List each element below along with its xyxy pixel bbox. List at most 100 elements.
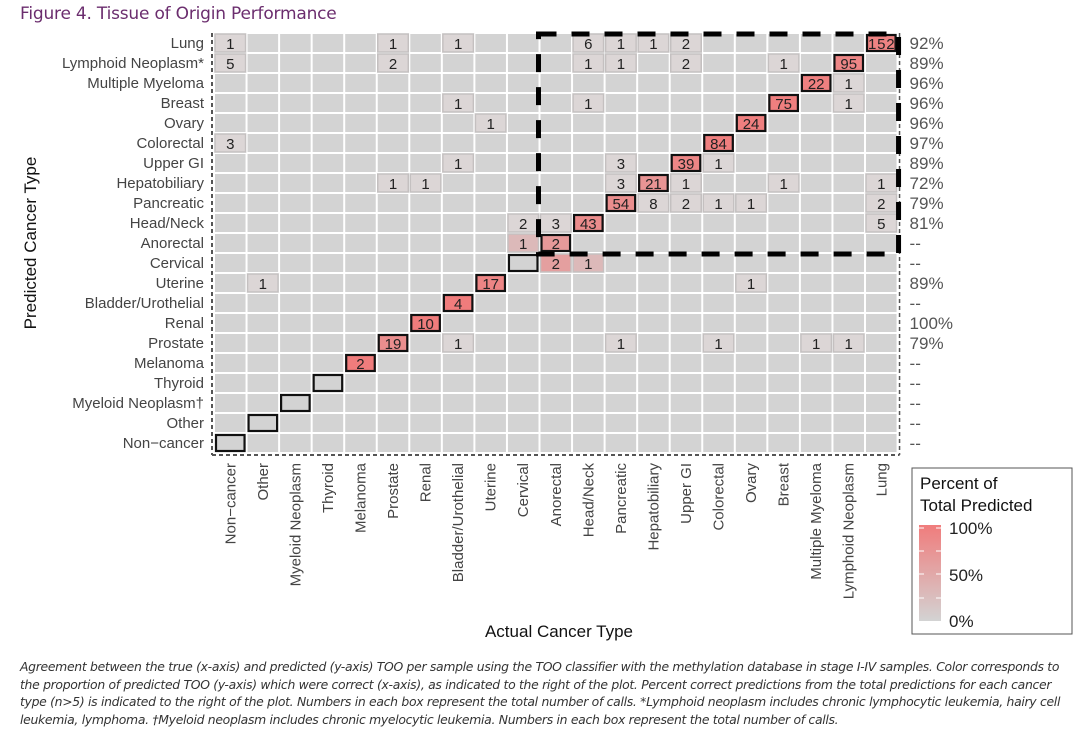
x-tick-label: Prostate (385, 463, 402, 519)
cell-count-label: 1 (584, 96, 592, 113)
diagonal-outline (247, 413, 279, 433)
heatmap-cell-empty (670, 354, 702, 372)
heatmap-cell-empty (215, 434, 246, 452)
heatmap-cell-empty (800, 174, 832, 192)
x-tick-label: Non−cancer (222, 463, 239, 544)
heatmap-cell-empty (703, 434, 734, 452)
heatmap-cell-empty (507, 274, 539, 292)
heatmap-cell-empty (215, 214, 246, 232)
heatmap-cell-empty (735, 334, 767, 352)
heatmap-cell-empty (833, 274, 864, 292)
heatmap-cell-empty (735, 414, 767, 432)
heatmap-cell-empty (833, 234, 864, 252)
heatmap-cell-empty (540, 314, 572, 332)
cell-count-label: 1 (877, 176, 885, 193)
heatmap-cell-empty (638, 214, 669, 232)
cell-count-label: 43 (580, 216, 597, 233)
cell-count-label: 1 (259, 276, 267, 293)
heatmap-cell-empty (703, 54, 734, 72)
heatmap-cell-empty (475, 254, 506, 272)
row-percent-correct: 96% (910, 74, 944, 93)
heatmap-cell-empty (247, 334, 279, 352)
heatmap-cell-empty (735, 74, 767, 92)
heatmap-cell (539, 253, 572, 273)
cell-count-label: 2 (356, 356, 364, 373)
cell-count-label: 3 (617, 156, 625, 173)
heatmap-cell (604, 153, 637, 173)
y-tick-label: Bladder/Urothelial (85, 295, 204, 312)
heatmap-cell-empty (442, 114, 474, 132)
heatmap-cell-empty (833, 354, 864, 372)
heatmap-cell-empty (345, 194, 376, 212)
heatmap-cell-empty (605, 214, 637, 232)
heatmap-cell-empty (670, 234, 702, 252)
heatmap-cell-empty (377, 274, 409, 292)
heatmap-cell-empty (573, 314, 604, 332)
heatmap-cell (410, 314, 441, 332)
heatmap-cell-empty (735, 94, 767, 112)
x-tick-label: Upper GI (678, 463, 695, 524)
heatmap-cell-empty (638, 314, 669, 332)
cell-count-label: 1 (617, 336, 625, 353)
heatmap-cell-empty (703, 314, 734, 332)
row-percent-correct: -- (910, 394, 921, 413)
heatmap-cell-empty (800, 94, 832, 112)
cell-count-label: 8 (649, 196, 657, 213)
heatmap-cell-empty (475, 394, 506, 412)
heatmap-cell-empty (410, 434, 441, 452)
diagonal-outline (572, 213, 604, 233)
heatmap-cell-empty (215, 74, 246, 92)
heatmap-cell (767, 173, 800, 193)
heatmap-cell-empty (377, 314, 409, 332)
heatmap-cell-empty (573, 334, 604, 352)
heatmap-cell-empty (345, 154, 376, 172)
heatmap-cell-empty (345, 334, 376, 352)
diagonal-outline-layer (214, 33, 897, 453)
cell-count-label: 1 (845, 76, 853, 93)
y-tick-label: Myeloid Neoplasm† (72, 395, 204, 412)
heatmap-cell-empty (475, 414, 506, 432)
heatmap-cell-empty (507, 334, 539, 352)
x-tick-label: Head/Neck (580, 463, 597, 538)
heatmap-cell-empty (866, 234, 897, 252)
heatmap-cell-empty (833, 394, 864, 412)
x-tick-label: Hepatobiliary (645, 463, 662, 551)
heatmap-cell-empty (605, 274, 637, 292)
heatmap-cell-empty (605, 354, 637, 372)
heatmap-cell-empty (735, 34, 767, 52)
heatmap-cell-empty (833, 314, 864, 332)
heatmap-cell (735, 193, 768, 213)
heatmap-cell-empty (247, 394, 279, 412)
heatmap-cell-empty (247, 314, 279, 332)
y-tick-label: Uterine (156, 275, 204, 292)
heatmap-cell (735, 114, 767, 132)
x-tick-label: Multiple Myeloma (808, 462, 825, 579)
heatmap-cell-empty (377, 94, 409, 112)
heatmap-cell (832, 93, 865, 113)
heatmap-cell-empty (247, 54, 279, 72)
heatmap-cell-empty (638, 154, 669, 172)
heatmap-cell-empty (638, 434, 669, 452)
heatmap-cell-empty (215, 274, 246, 292)
heatmap-cell-empty (573, 174, 604, 192)
heatmap-cell (572, 53, 605, 73)
heatmap-cell-empty (507, 74, 539, 92)
y-tick-label: Renal (165, 315, 204, 332)
heatmap-cell (442, 93, 475, 113)
heatmap-cell-empty (670, 314, 702, 332)
cell-count-label: 3 (226, 136, 234, 153)
heatmap-cell-empty (247, 114, 279, 132)
heatmap-cell-empty (866, 254, 897, 272)
heatmap-cell-empty (800, 134, 832, 152)
heatmap-cell (573, 214, 604, 232)
heatmap-cell-empty (735, 234, 767, 252)
heatmap-cell-empty (345, 314, 376, 332)
cell-count-label: 1 (714, 336, 722, 353)
heatmap-cell-empty (345, 434, 376, 452)
heatmap-cell-empty (215, 334, 246, 352)
heatmap-cell-empty (442, 194, 474, 212)
heatmap-cell (669, 173, 703, 193)
heatmap-cell-empty (703, 394, 734, 412)
row-percent-correct: 89% (910, 274, 944, 293)
